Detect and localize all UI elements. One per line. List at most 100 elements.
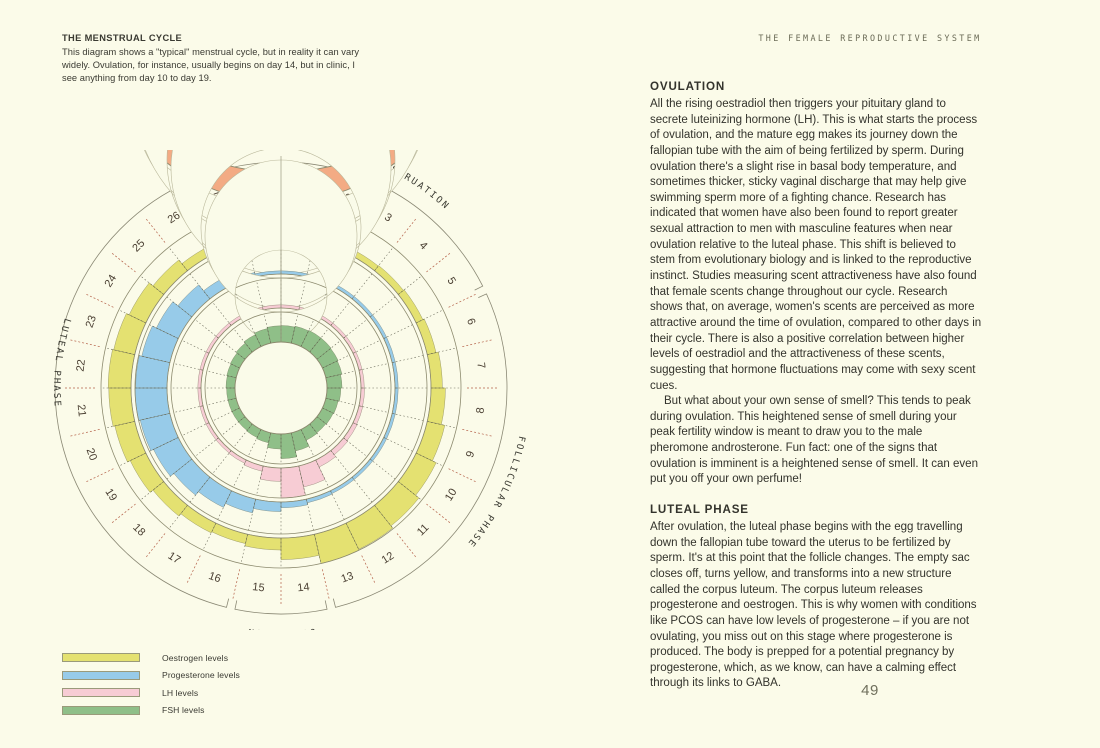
grid-line	[212, 301, 232, 326]
day-number: 25	[130, 237, 147, 254]
article-column: OVULATION All the rising oestradiol then …	[650, 80, 982, 692]
grid-line	[345, 523, 360, 551]
grid-line	[256, 465, 264, 496]
grid-line	[221, 416, 246, 436]
grid-line	[105, 421, 135, 429]
phase-label-ovulation: OVULATION	[246, 626, 317, 630]
day-divider	[111, 503, 136, 523]
grid-line	[300, 319, 315, 347]
day-number: 20	[84, 447, 99, 463]
grid-line	[233, 459, 247, 488]
phase-bracket	[332, 293, 508, 608]
left-page: THE MENSTRUAL CYCLE This diagram shows a…	[51, 0, 527, 720]
grid-line	[118, 452, 146, 467]
legend-item: Progesterone levels	[62, 668, 362, 683]
day-number: 15	[252, 581, 266, 594]
day-divider	[146, 533, 166, 558]
grid-line	[374, 505, 394, 529]
phase-bracket	[234, 600, 328, 615]
grid-line	[358, 405, 389, 413]
grid-line	[351, 476, 373, 503]
phase-label-follicular-phase: FOLLICULAR PHASE	[464, 435, 527, 550]
grid-line	[256, 280, 264, 311]
grid-line	[168, 505, 188, 529]
cycle-radial-chart: MENSTRUATIONFOLLICULAR PHASEOVULATIONLUT…	[51, 0, 527, 639]
legend-swatch	[62, 688, 140, 697]
grid-line	[298, 280, 306, 311]
caption-body: This diagram shows a "typical" menstrual…	[62, 46, 360, 83]
grid-line	[322, 407, 350, 422]
grid-line	[309, 423, 329, 448]
day-divider	[70, 429, 100, 437]
day-number: 8	[474, 407, 487, 414]
grid-line	[369, 458, 396, 480]
grid-line	[202, 523, 217, 551]
fsh-track	[205, 160, 357, 342]
oestrogen-segment	[152, 481, 188, 517]
day-number: 10	[443, 487, 460, 504]
day-number: 26	[166, 209, 183, 226]
section-heading: LUTEAL PHASE	[650, 503, 749, 517]
grid-line	[212, 450, 232, 475]
grid-line	[392, 413, 424, 421]
grid-line	[416, 309, 444, 324]
chart-legend: Oestrogen levels Progesterone levels LH le…	[62, 650, 362, 720]
legend-item: FSH levels	[62, 703, 362, 718]
grid-line	[233, 423, 253, 448]
diagram-caption: THE MENSTRUAL CYCLE This diagram shows a…	[62, 32, 362, 85]
grid-line	[383, 437, 413, 452]
day-divider	[426, 503, 451, 523]
day-divider	[426, 253, 451, 273]
grid-line	[247, 319, 262, 347]
legend-item: Oestrogen levels	[62, 650, 362, 665]
day-number: 22	[75, 359, 88, 373]
caption-title: THE MENSTRUAL CYCLE	[62, 33, 183, 43]
grid-line	[369, 296, 396, 318]
lh-segment	[358, 387, 365, 407]
legend-label: FSH levels	[162, 705, 205, 715]
grid-line	[290, 432, 299, 463]
oestrogen-segment	[152, 259, 188, 295]
day-number: 13	[340, 570, 356, 585]
day-number: 4	[417, 239, 430, 252]
day-divider	[361, 555, 376, 583]
legend-label: Oestrogen levels	[162, 652, 229, 663]
grid-line	[263, 432, 272, 463]
day-number: 11	[415, 522, 432, 539]
grid-line	[140, 481, 164, 501]
lh-segment	[343, 422, 358, 441]
oestrogen-segment	[427, 351, 443, 389]
grid-line	[212, 354, 240, 369]
day-divider	[396, 218, 416, 243]
day-number: 9	[464, 450, 477, 460]
progesterone-segment	[383, 413, 396, 440]
grid-line	[398, 275, 422, 295]
grid-line	[330, 450, 350, 475]
lh-segment	[228, 450, 247, 464]
right-page: THE FEMALE REPRODUCTIVE SYSTEM OVULATION…	[640, 0, 1100, 748]
grid-line	[392, 355, 424, 363]
grid-line	[322, 354, 350, 369]
grid-line	[325, 370, 356, 379]
grid-line	[138, 413, 170, 421]
day-divider	[322, 569, 330, 599]
grid-line	[149, 437, 179, 452]
grid-line	[248, 499, 256, 531]
grid-line	[105, 347, 135, 355]
grid-line	[351, 273, 373, 300]
grid-line	[427, 347, 457, 355]
grid-line	[416, 452, 444, 467]
legend-item: LH levels	[62, 685, 362, 700]
grid-line	[118, 309, 146, 324]
grid-line	[300, 429, 315, 457]
day-divider	[448, 293, 476, 308]
day-number: 14	[297, 581, 311, 594]
day-number: 7	[474, 362, 487, 369]
grid-line	[233, 328, 253, 353]
lh-segment	[343, 335, 357, 354]
grid-line	[194, 437, 219, 457]
grid-line	[194, 319, 219, 339]
legend-label: LH levels	[162, 687, 199, 698]
day-divider	[70, 339, 100, 347]
lh-segment	[330, 437, 349, 456]
